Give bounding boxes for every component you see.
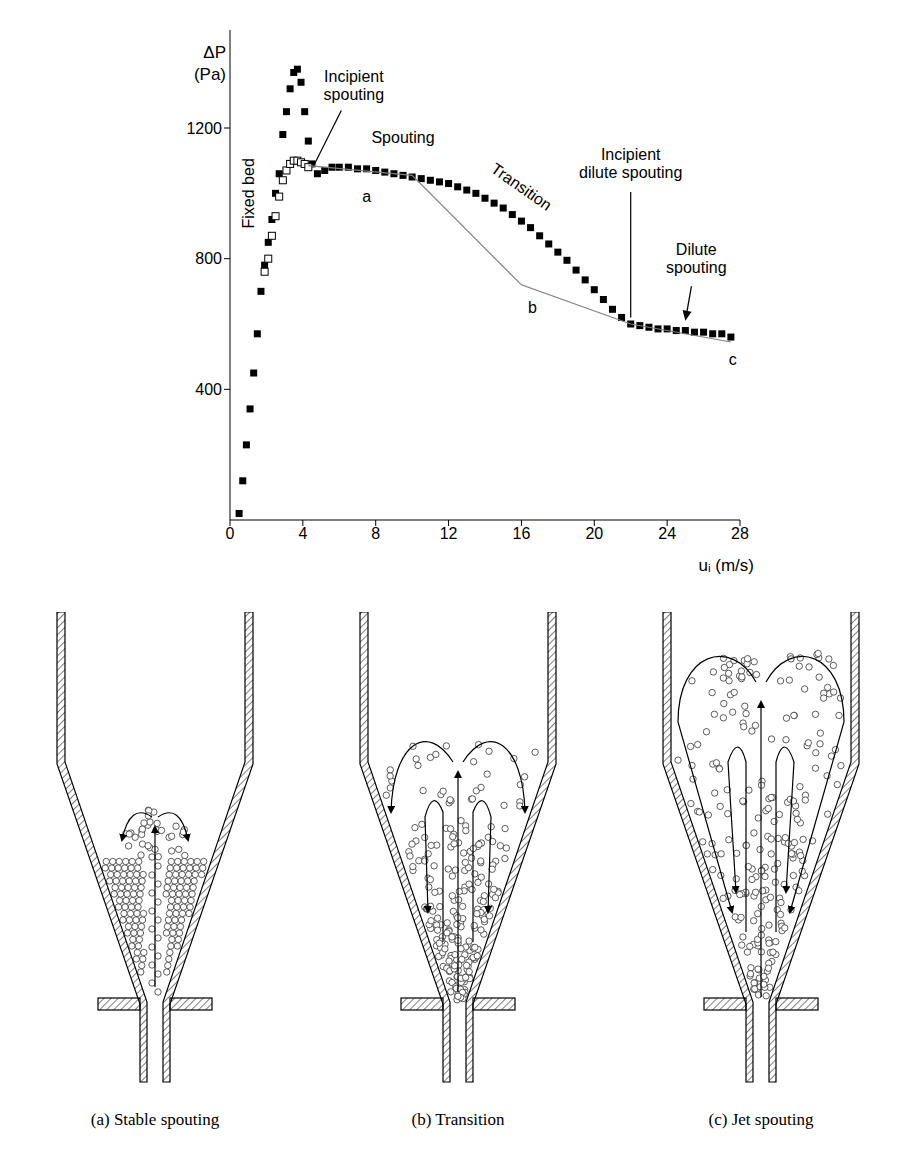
html-text:(b) Transition: (b) Transition: [411, 1110, 505, 1129]
svg-text:Spouting: Spouting: [371, 129, 434, 146]
svg-text:800: 800: [195, 250, 222, 267]
svg-text:4: 4: [298, 525, 307, 542]
svg-text:16: 16: [513, 525, 531, 542]
svg-text:Dilutespouting: Dilutespouting: [666, 241, 727, 276]
svg-text:20: 20: [585, 525, 603, 542]
svg-text:Incipientdilute spouting: Incipientdilute spouting: [579, 146, 682, 181]
svg-text:400: 400: [195, 381, 222, 398]
svg-text:24: 24: [658, 525, 676, 542]
svg-text:b: b: [528, 299, 537, 316]
html-text:(c) Jet spouting: (c) Jet spouting: [708, 1110, 814, 1129]
svg-text:0: 0: [226, 525, 235, 542]
svg-text:Incipientspouting: Incipientspouting: [324, 68, 385, 103]
svg-text:Transition: Transition: [488, 160, 555, 214]
html-text:(a) Stable spouting: (a) Stable spouting: [90, 1110, 220, 1129]
svg-text:8: 8: [371, 525, 380, 542]
svg-text:c: c: [729, 351, 737, 368]
svg-text:a: a: [362, 188, 371, 205]
svg-text:12: 12: [440, 525, 458, 542]
svg-text:28: 28: [731, 525, 749, 542]
svg-text:Fixed bed: Fixed bed: [240, 158, 257, 228]
svg-text:1200: 1200: [186, 120, 222, 137]
html-text:(Pa): (Pa): [193, 65, 226, 84]
html-text:ΔP: ΔP: [203, 43, 226, 62]
html-text:uᵢ (m/s): uᵢ (m/s): [698, 556, 754, 575]
